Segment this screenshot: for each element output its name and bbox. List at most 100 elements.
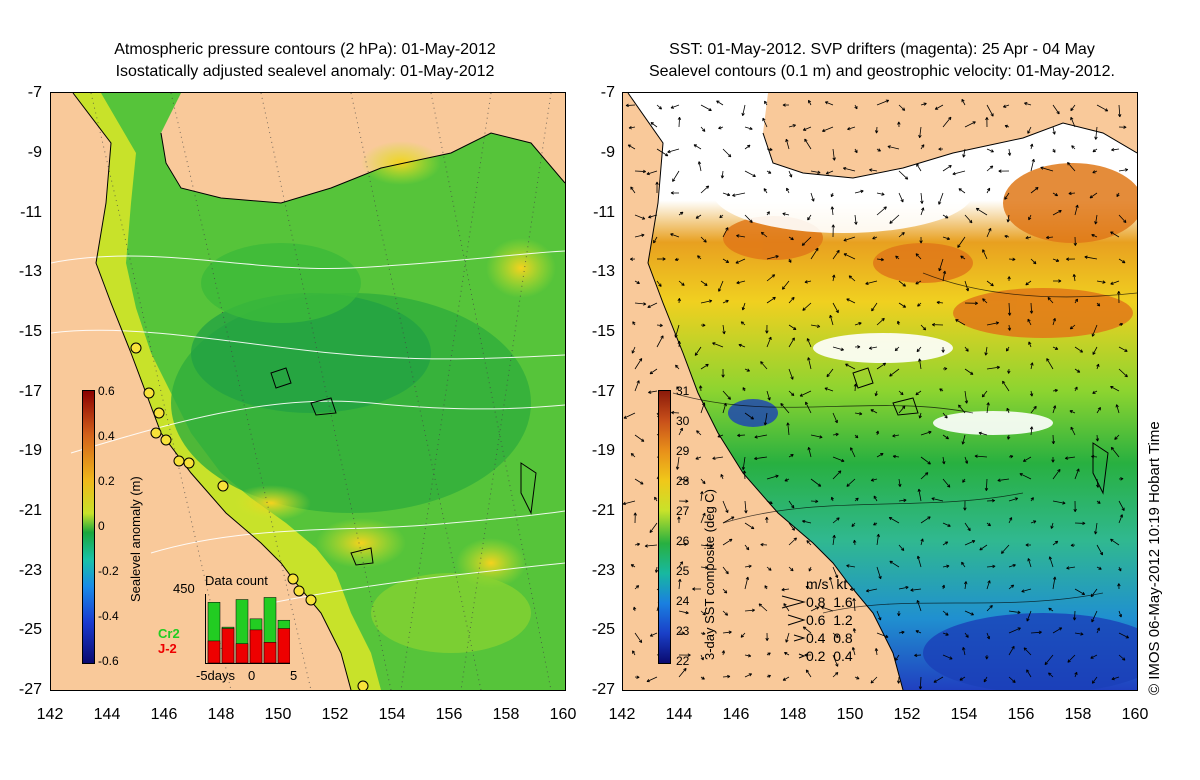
velocity-arrow bbox=[1008, 676, 1016, 683]
velocity-arrow bbox=[700, 631, 706, 636]
velocity-arrow bbox=[766, 566, 772, 571]
velocity-arrow bbox=[1074, 521, 1086, 526]
velocity-arrow bbox=[964, 214, 973, 224]
left-y-tick: -25 bbox=[18, 621, 42, 638]
velocity-arrow bbox=[1002, 380, 1010, 392]
velocity-arrow bbox=[712, 342, 724, 348]
velocity-arrow bbox=[722, 402, 727, 414]
velocity-arrow bbox=[736, 280, 746, 285]
histogram-x-left: -5days bbox=[196, 668, 236, 683]
velocity-arrow bbox=[674, 324, 680, 338]
velocity-arrow bbox=[842, 166, 856, 172]
velocity-arrow bbox=[1028, 214, 1032, 221]
velocity-arrow bbox=[718, 280, 724, 292]
velocity-arrow bbox=[1052, 576, 1057, 590]
velocity-arrow bbox=[1073, 500, 1077, 512]
velocity-arrow bbox=[920, 324, 927, 331]
velocity-arrow bbox=[1028, 341, 1032, 348]
velocity-arrow bbox=[700, 676, 705, 680]
sst-tick: 26 bbox=[676, 534, 690, 548]
velocity-arrow bbox=[678, 478, 689, 482]
velocity-arrow bbox=[676, 386, 680, 392]
velocity-arrow bbox=[700, 185, 710, 194]
velocity-arrow bbox=[828, 576, 834, 590]
right-x-tick: 158 bbox=[1064, 706, 1092, 723]
speed-legend-row: 0.6 1.2 bbox=[806, 612, 853, 628]
velocity-arrow bbox=[1070, 426, 1076, 436]
velocity-arrow bbox=[1027, 558, 1032, 568]
velocity-arrow bbox=[630, 564, 636, 568]
velocity-arrow bbox=[632, 650, 636, 656]
histogram-title: Data count bbox=[205, 573, 268, 588]
velocity-arrow bbox=[854, 412, 863, 416]
velocity-arrow bbox=[898, 192, 904, 203]
velocity-arrow bbox=[934, 104, 944, 110]
velocity-arrow bbox=[876, 566, 882, 580]
right-x-tick: 142 bbox=[608, 706, 636, 723]
velocity-arrow bbox=[740, 321, 746, 326]
velocity-arrow bbox=[1052, 540, 1059, 546]
right-y-tick: -23 bbox=[591, 562, 615, 579]
velocity-arrow bbox=[744, 654, 752, 658]
velocity-arrow bbox=[984, 478, 989, 491]
right-y-tick: -9 bbox=[600, 144, 615, 161]
velocity-arrow bbox=[647, 302, 658, 308]
velocity-arrow bbox=[942, 456, 946, 465]
velocity-arrow bbox=[1117, 104, 1122, 118]
velocity-arrow bbox=[1030, 520, 1037, 524]
velocity-arrow bbox=[744, 214, 753, 223]
velocity-arrow bbox=[810, 170, 821, 174]
velocity-arrow bbox=[632, 321, 636, 326]
velocity-arrow bbox=[1030, 186, 1039, 194]
velocity-arrow bbox=[1052, 258, 1060, 262]
velocity-arrow bbox=[782, 676, 790, 681]
velocity-arrow bbox=[854, 434, 859, 439]
velocity-arrow bbox=[810, 434, 823, 439]
velocity-arrow bbox=[623, 500, 636, 506]
velocity-arrow bbox=[700, 126, 706, 132]
left-x-tick: 148 bbox=[207, 706, 235, 723]
velocity-arrow bbox=[1052, 346, 1059, 350]
velocity-arrow bbox=[802, 126, 812, 131]
velocity-arrow bbox=[824, 387, 834, 392]
velocity-arrow bbox=[766, 170, 772, 174]
velocity-arrow bbox=[1025, 280, 1032, 286]
velocity-arrow bbox=[1029, 302, 1034, 314]
velocity-arrow bbox=[941, 584, 946, 590]
velocity-arrow bbox=[1096, 104, 1109, 112]
velocity-arrow bbox=[961, 561, 966, 568]
velocity-arrow bbox=[849, 587, 856, 591]
velocity-arrow bbox=[1047, 296, 1054, 304]
velocity-arrow bbox=[986, 498, 996, 503]
velocity-arrow bbox=[1052, 468, 1061, 480]
right-x-tick: 156 bbox=[1007, 706, 1035, 723]
velocity-arrow bbox=[876, 192, 885, 196]
velocity-arrow bbox=[1091, 610, 1098, 623]
right-x-tick: 152 bbox=[893, 706, 921, 723]
velocity-arrow bbox=[986, 365, 1000, 370]
velocity-arrow bbox=[938, 258, 944, 272]
velocity-arrow bbox=[920, 472, 929, 480]
velocity-arrow bbox=[744, 144, 751, 150]
velocity-arrow bbox=[692, 587, 702, 591]
velocity-arrow bbox=[810, 192, 815, 202]
velocity-arrow bbox=[722, 390, 731, 400]
histogram-max-label: 450 bbox=[173, 581, 195, 596]
velocity-arrow bbox=[933, 676, 944, 683]
velocity-arrow bbox=[805, 401, 812, 414]
velocity-arrow bbox=[697, 255, 702, 260]
velocity-arrow bbox=[781, 280, 790, 290]
velocity-arrow bbox=[1006, 407, 1010, 414]
velocity-arrow bbox=[1052, 126, 1056, 135]
velocity-arrow bbox=[744, 673, 753, 678]
velocity-arrow bbox=[1046, 235, 1054, 240]
velocity-arrow bbox=[942, 270, 947, 282]
velocity-arrow bbox=[1030, 362, 1034, 370]
velocity-arrow bbox=[810, 247, 819, 260]
velocity-arrow bbox=[788, 454, 794, 458]
velocity-arrow bbox=[872, 236, 878, 240]
velocity-arrow bbox=[962, 148, 966, 158]
velocity-arrow bbox=[712, 456, 724, 460]
velocity-arrow bbox=[917, 302, 922, 307]
velocity-arrow bbox=[1008, 610, 1021, 615]
